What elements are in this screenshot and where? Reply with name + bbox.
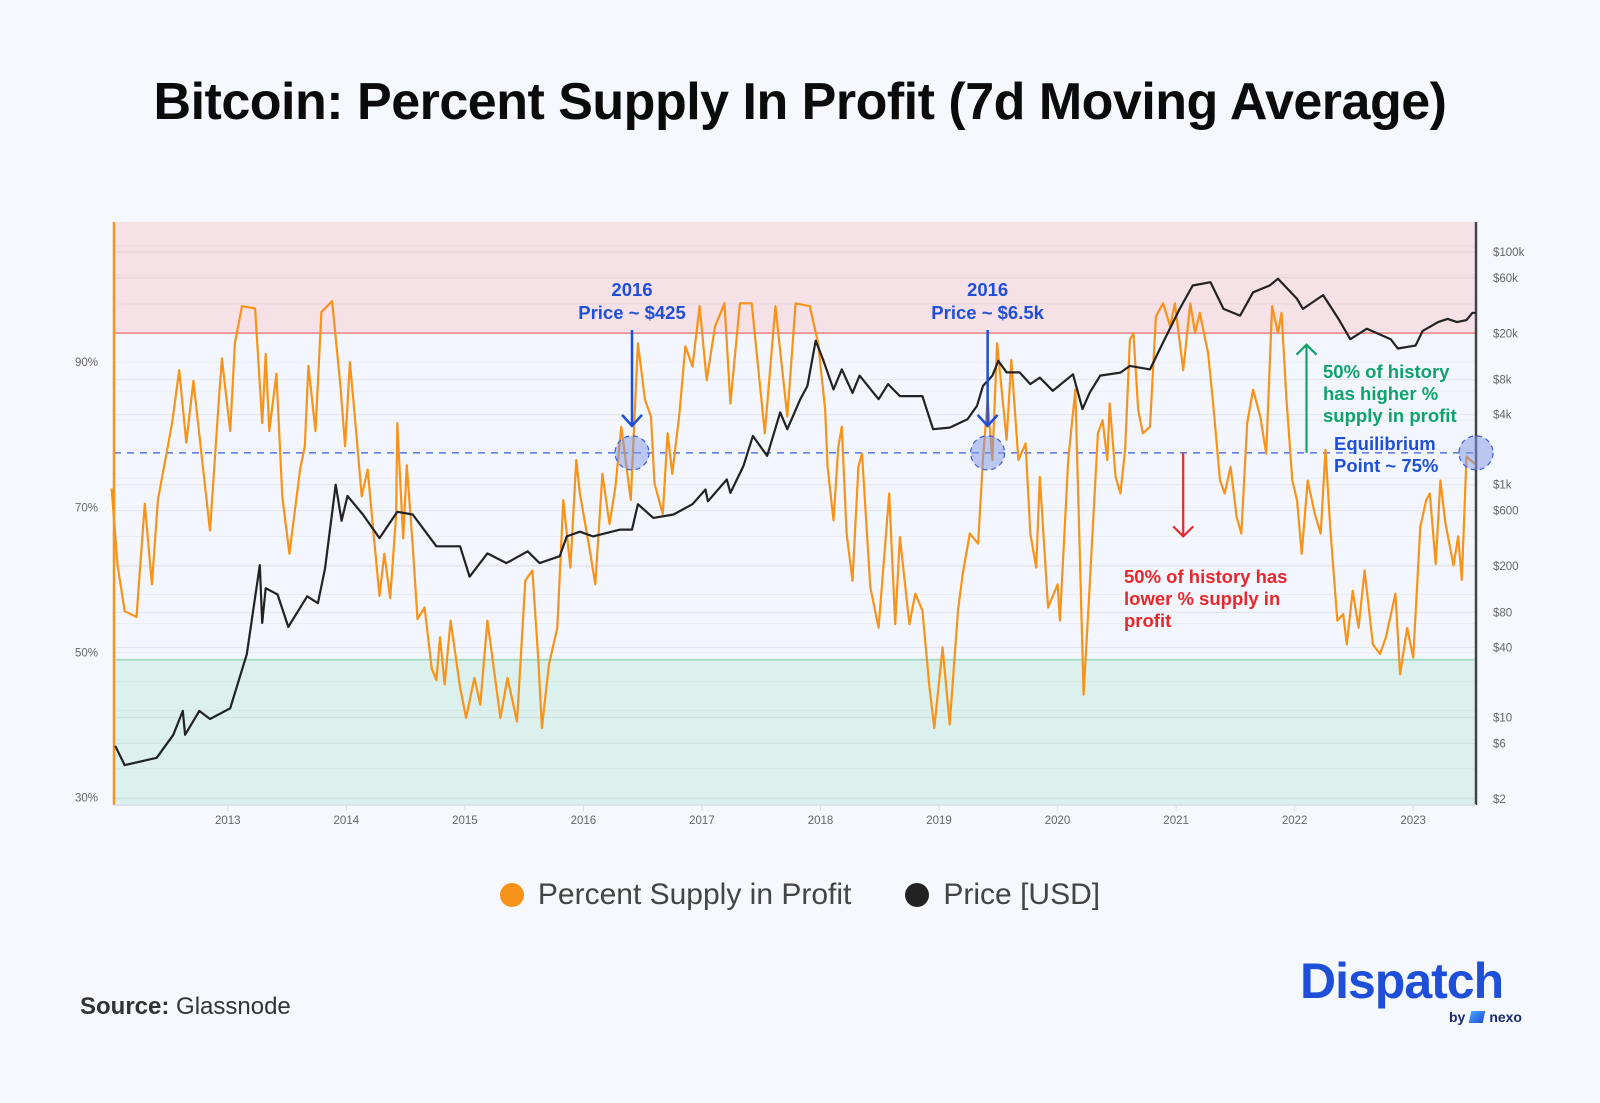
source-value: Glassnode xyxy=(176,993,291,1020)
right-tick-label: $100k xyxy=(1493,247,1525,259)
left-tick-label: 70% xyxy=(75,502,98,514)
percent-supply-line xyxy=(110,300,1476,730)
logo-wordmark: Dispatch xyxy=(1300,953,1504,1009)
left-tick-label: 30% xyxy=(75,793,98,805)
x-tick-label: 2019 xyxy=(926,815,952,827)
annotation-year: 2016 xyxy=(967,279,1008,300)
right-tick-label: $20k xyxy=(1493,328,1518,340)
lower-history-label: 50% of history has xyxy=(1124,566,1287,587)
right-tick-label: $200 xyxy=(1493,561,1519,573)
x-tick-label: 2014 xyxy=(334,815,360,827)
right-tick-label: $8k xyxy=(1493,375,1512,387)
equilibrium-marker-circle xyxy=(1458,435,1494,471)
logo-byline: by nexo xyxy=(1449,1009,1522,1025)
left-tick-label: 90% xyxy=(75,357,98,369)
equilibrium-label: Point ~ 75% xyxy=(1334,455,1438,476)
x-tick-label: 2016 xyxy=(571,815,597,827)
logo-partner: nexo xyxy=(1489,1009,1522,1025)
right-tick-label: $6 xyxy=(1493,738,1506,750)
source-note: Source: Glassnode xyxy=(80,993,291,1021)
annotation-year: 2016 xyxy=(611,279,652,300)
x-tick-label: 2017 xyxy=(689,815,715,827)
gridlines xyxy=(112,222,1478,806)
higher-history-label: supply in profit xyxy=(1323,405,1457,426)
right-tick-label: $40 xyxy=(1493,642,1512,654)
chart-title: Bitcoin: Percent Supply In Profit (7d Mo… xyxy=(153,73,1447,131)
logo-by-text: by xyxy=(1448,1009,1466,1025)
nexo-icon xyxy=(1469,1011,1486,1023)
x-tick-label: 2023 xyxy=(1400,815,1426,827)
lower-history-label: profit xyxy=(1124,610,1171,631)
x-tick-label: 2015 xyxy=(452,815,478,827)
higher-history-label: has higher % xyxy=(1323,383,1438,404)
right-tick-label: $2 xyxy=(1493,794,1506,806)
equilibrium-marker-circle xyxy=(970,435,1006,471)
legend-item-profit: Percent Supply in Profit xyxy=(499,878,852,912)
x-tick-label: 2013 xyxy=(215,815,241,827)
dispatch-logo: Dispatch by nexo xyxy=(1300,955,1522,1030)
right-tick-label: $600 xyxy=(1493,506,1519,518)
source-label: Source: xyxy=(80,993,170,1020)
right-tick-label: $60k xyxy=(1493,273,1518,285)
right-tick-label: $1k xyxy=(1493,480,1512,492)
legend-dot-orange-icon xyxy=(499,883,524,907)
x-tick-label: 2022 xyxy=(1282,815,1308,827)
right-tick-label: $80 xyxy=(1493,607,1512,619)
arrow-up-icon xyxy=(1295,343,1318,453)
legend: Percent Supply in Profit Price [USD] xyxy=(0,878,1600,912)
x-tick-label: 2021 xyxy=(1163,815,1189,827)
left-tick-label: 50% xyxy=(75,648,98,660)
legend-dot-black-icon xyxy=(905,883,930,907)
annotation-price: Price ~ $425 xyxy=(578,302,686,323)
x-tick-label: 2020 xyxy=(1045,815,1071,827)
annotation-price: Price ~ $6.5k xyxy=(931,302,1044,323)
equilibrium-marker-circle xyxy=(614,435,650,471)
x-tick-label: 2018 xyxy=(808,815,834,827)
legend-label: Percent Supply in Profit xyxy=(537,878,852,911)
equilibrium-label: Equilibrium xyxy=(1334,433,1436,454)
arrow-down-icon xyxy=(621,330,643,428)
right-tick-label: $4k xyxy=(1493,410,1512,422)
higher-history-label: 50% of history xyxy=(1323,361,1450,382)
series-lines xyxy=(110,277,1476,767)
arrow-down-icon xyxy=(1172,452,1194,538)
price-line xyxy=(114,277,1476,767)
lower-history-label: lower % supply in xyxy=(1124,588,1280,609)
legend-label: Price [USD] xyxy=(943,878,1101,911)
lower-zone xyxy=(114,659,1476,805)
arrow-down-icon xyxy=(976,330,999,428)
right-tick-label: $10 xyxy=(1493,712,1512,724)
tick-labels: 2013 2014 2015 2016 2017 2018 2019 2020 2021 2022… xyxy=(75,247,1525,827)
legend-item-price: Price [USD] xyxy=(905,878,1100,912)
